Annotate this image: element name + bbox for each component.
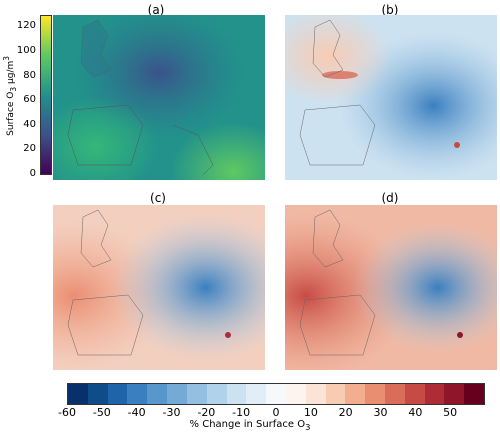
panel-d-title: (d) xyxy=(381,191,399,205)
map-panel-c xyxy=(53,205,265,370)
colorbar-segment xyxy=(404,384,425,404)
map-panel-d xyxy=(285,205,497,370)
colorbar-segment xyxy=(246,384,267,404)
ozone-colorbar-tick: 0 xyxy=(29,168,36,179)
percent-change-colorbar-tick: 50 xyxy=(443,406,458,419)
percent-change-colorbar-tick: 20 xyxy=(338,406,353,419)
panel-c-title: (c) xyxy=(150,191,166,205)
percent-change-colorbar-tick: 30 xyxy=(373,406,388,419)
ozone-colorbar xyxy=(40,15,52,175)
colorbar-segment xyxy=(167,384,187,404)
percent-change-colorbar-tick: -10 xyxy=(232,406,251,419)
colorbar-segment xyxy=(385,384,405,404)
colorbar-segment xyxy=(107,384,128,404)
percent-change-colorbar-tick: 10 xyxy=(303,406,318,419)
colorbar-segment xyxy=(226,384,247,404)
percent-change-colorbar-tick: -60 xyxy=(58,406,76,419)
percent-change-colorbar-tick: 40 xyxy=(408,406,423,419)
colorbar-segment xyxy=(186,384,207,404)
colorbar-segment xyxy=(147,384,168,404)
map-panel-b xyxy=(285,15,497,180)
ozone-colorbar-label: Surface O3 µg/m3 xyxy=(2,55,18,136)
colorbar-segment xyxy=(305,384,326,404)
percent-change-colorbar-tick: -20 xyxy=(197,406,216,419)
colorbar-segment xyxy=(444,384,465,404)
colorbar-segment xyxy=(464,384,485,404)
colorbar-segment xyxy=(206,384,227,404)
percent-change-colorbar-label: % Change in Surface O3 xyxy=(189,419,311,432)
percent-change-colorbar-tick: 0 xyxy=(272,406,280,419)
ozone-colorbar-tick: 60 xyxy=(23,94,36,106)
colorbar-segment xyxy=(266,384,286,404)
panel-b-title: (b) xyxy=(381,3,399,17)
colorbar-segment xyxy=(345,384,366,404)
ozone-colorbar-tick: 40 xyxy=(23,118,36,130)
colorbar-segment xyxy=(325,384,346,404)
percent-change-colorbar-tick: -50 xyxy=(92,406,111,419)
panel-a-title: (a) xyxy=(147,3,165,17)
ozone-colorbar-tick: 100 xyxy=(16,44,36,56)
percent-change-colorbar-tick: -40 xyxy=(127,406,146,419)
map-panel-a xyxy=(53,15,265,180)
ozone-colorbar-tick: 20 xyxy=(23,143,36,155)
colorbar-segment xyxy=(87,384,108,404)
percent-change-colorbar xyxy=(67,383,485,405)
colorbar-segment xyxy=(285,384,306,404)
colorbar-segment xyxy=(68,384,88,404)
percent-change-colorbar-tick: -30 xyxy=(162,406,181,419)
colorbar-segment xyxy=(365,384,385,404)
colorbar-segment xyxy=(424,384,445,404)
ozone-colorbar-tick: 80 xyxy=(23,69,36,81)
ozone-colorbar-tick: 120 xyxy=(16,20,36,32)
colorbar-segment xyxy=(127,384,148,404)
